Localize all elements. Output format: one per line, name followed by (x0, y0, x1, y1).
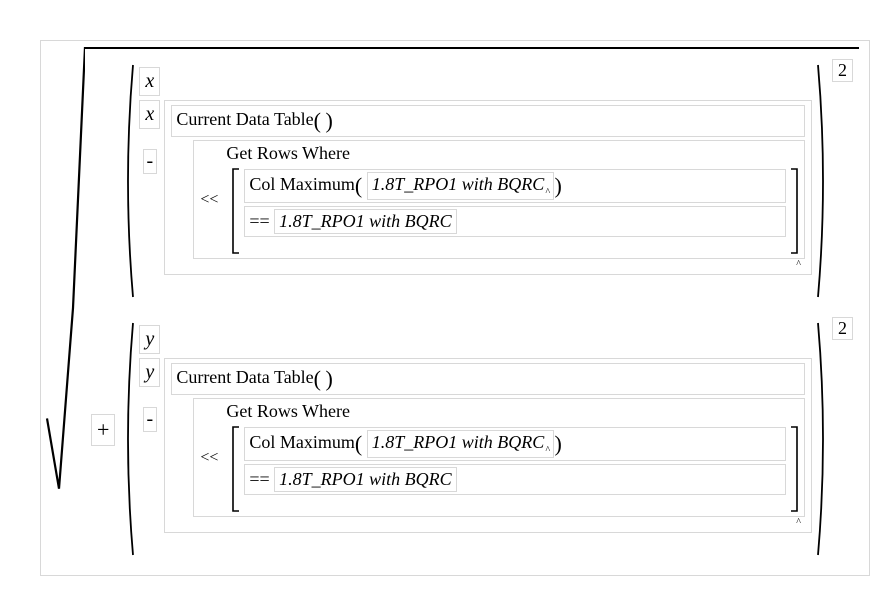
scroll-caret-icon: ^ (171, 517, 805, 528)
minus-operator-2[interactable]: - (143, 407, 158, 432)
y-lookup-block: Current Data Table( ) << Get Rows Where (164, 358, 812, 533)
get-rows-where-fn-2[interactable]: Get Rows Where (226, 401, 800, 422)
variable-x-2[interactable]: x (139, 100, 160, 129)
get-rows-where-fn[interactable]: Get Rows Where (226, 143, 800, 164)
equals-expr[interactable]: == 1.8T_RPO1 with BQRC (244, 206, 786, 237)
right-bracket-icon (790, 166, 800, 256)
x-squared-term: x x - Current Data Table( ) (121, 61, 853, 301)
formula-editor[interactable]: + x x (40, 40, 870, 576)
column-ref[interactable]: 1.8T_RPO1 with BQRC (274, 209, 457, 234)
column-ref-2[interactable]: 1.8T_RPO1 with BQRC (274, 467, 457, 492)
right-paren-icon (816, 319, 830, 559)
left-bracket-icon (230, 424, 240, 514)
right-paren-icon (816, 61, 830, 301)
minus-operator[interactable]: - (143, 149, 158, 174)
variable-y-2[interactable]: y (139, 358, 160, 387)
col-maximum-expr-2[interactable]: Col Maximum( 1.8T_RPO1 with BQRC^) (244, 427, 786, 461)
current-data-table-fn-2[interactable]: Current Data Table (176, 367, 313, 387)
y-squared-term: y y - Current Data Table( ) (121, 319, 853, 559)
right-bracket-icon (790, 424, 800, 514)
variable-y[interactable]: y (139, 325, 160, 354)
sqrt-body: + x x (85, 47, 859, 569)
current-data-table-fn[interactable]: Current Data Table (176, 109, 313, 129)
plus-operator[interactable]: + (91, 414, 115, 446)
left-bracket-icon (230, 166, 240, 256)
scroll-caret-icon: ^ (171, 259, 805, 270)
left-paren-icon (121, 61, 135, 301)
scroll-caret-icon: ^ (544, 445, 549, 456)
sqrt-icon (45, 47, 85, 569)
exponent-2b[interactable]: 2 (832, 317, 853, 340)
subscript-operator[interactable]: << (198, 191, 220, 209)
equals-expr-2[interactable]: == 1.8T_RPO1 with BQRC (244, 464, 786, 495)
scroll-caret-icon: ^ (544, 187, 549, 198)
variable-x[interactable]: x (139, 67, 160, 96)
exponent-2[interactable]: 2 (832, 59, 853, 82)
x-lookup-block: Current Data Table( ) << Get Rows Where (164, 100, 812, 275)
col-maximum-expr[interactable]: Col Maximum( 1.8T_RPO1 with BQRC^) (244, 169, 786, 203)
subscript-operator-2[interactable]: << (198, 449, 220, 467)
left-paren-icon (121, 319, 135, 559)
